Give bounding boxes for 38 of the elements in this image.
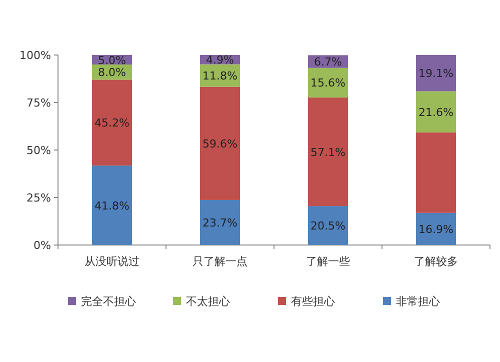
data-label: 20.5% <box>310 220 346 233</box>
data-label: 5.0% <box>98 54 126 67</box>
x-tick-label: 了解一些 <box>306 255 350 268</box>
data-label: 15.6% <box>310 76 346 90</box>
data-label: 41.8% <box>94 199 130 212</box>
bar <box>308 206 348 245</box>
data-label: 21.6% <box>418 106 454 119</box>
bar <box>92 166 132 245</box>
y-tick-label: 50% <box>26 144 51 157</box>
bar <box>416 132 456 213</box>
data-label: 45.2% <box>94 116 130 130</box>
data-label: 4.9% <box>206 54 234 67</box>
data-label: 16.9% <box>418 222 454 236</box>
x-tick-label: 只了解一点 <box>192 255 248 268</box>
bar <box>416 212 456 245</box>
bar <box>416 91 456 132</box>
x-tick-label: 了解较多 <box>414 255 458 268</box>
data-label: 59.6% <box>202 137 238 150</box>
bar <box>92 80 132 166</box>
legend-label: 非常担心 <box>396 295 440 308</box>
data-label: 19.1% <box>418 67 454 80</box>
y-tick-label: 25% <box>26 192 51 204</box>
y-tick-label: 0% <box>34 239 51 252</box>
y-tick-label: 100% <box>20 49 51 62</box>
data-label: 11.8% <box>202 70 238 83</box>
data-label: 8.0% <box>98 66 126 80</box>
data-label: 57.1% <box>310 146 346 159</box>
y-tick-label: 75% <box>26 96 51 110</box>
legend-label: 不太担心 <box>186 295 230 308</box>
legend-label: 完全不担心 <box>81 295 136 308</box>
bar <box>416 55 456 92</box>
bar <box>308 98 348 206</box>
data-label: 6.7% <box>314 56 342 69</box>
bar <box>200 200 240 245</box>
legend-label: 有些担心 <box>291 295 335 308</box>
data-label: 23.7% <box>202 216 238 230</box>
bar <box>200 86 240 200</box>
x-tick-label: 从没听说过 <box>84 255 140 268</box>
